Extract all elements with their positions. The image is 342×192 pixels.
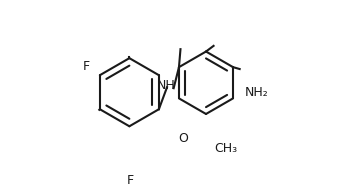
Text: F: F (83, 60, 90, 73)
Text: NH: NH (157, 79, 176, 92)
Text: CH₃: CH₃ (214, 142, 237, 156)
Text: F: F (127, 174, 134, 187)
Text: NH₂: NH₂ (245, 86, 269, 99)
Text: O: O (179, 132, 188, 145)
